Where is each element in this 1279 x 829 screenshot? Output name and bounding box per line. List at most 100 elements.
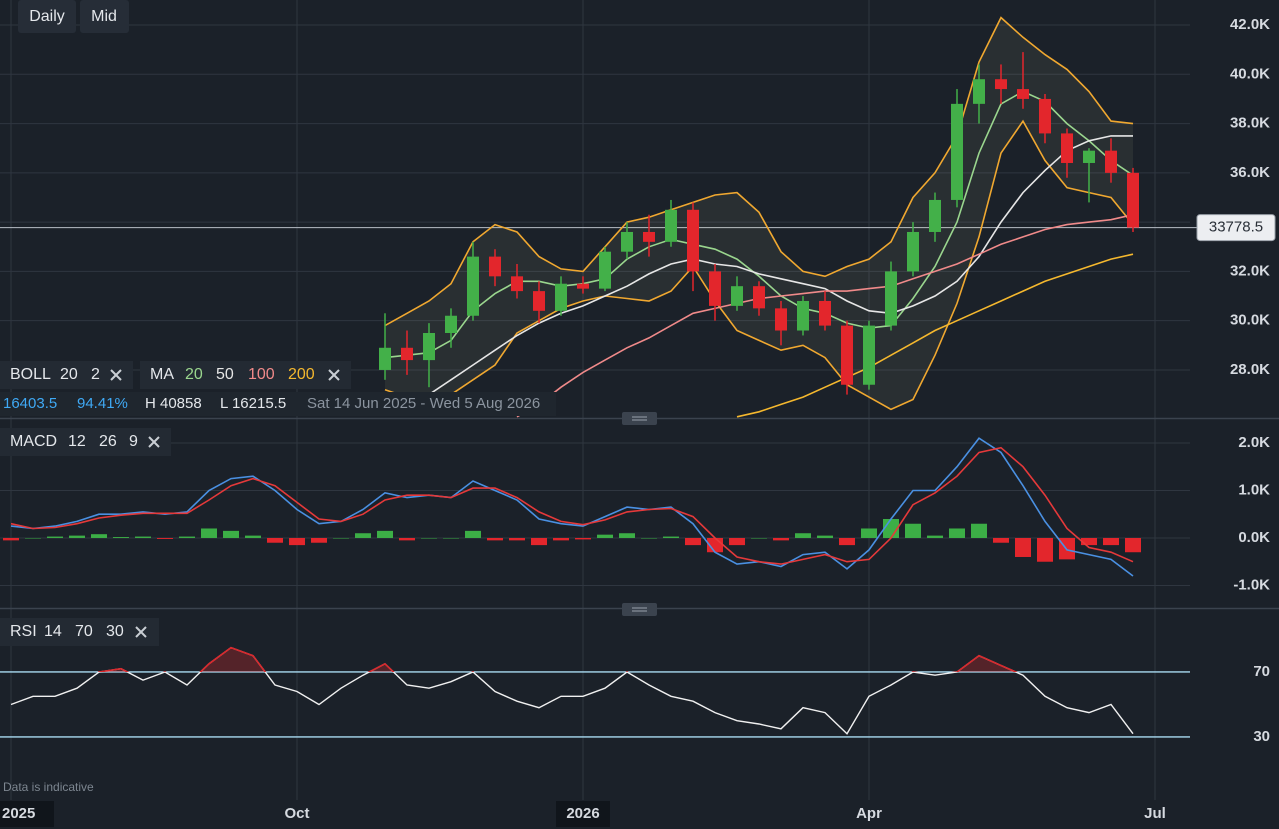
histogram-bar [553,537,569,541]
candle-body [687,209,699,272]
histogram-bar [729,537,745,546]
boll-name: BOLL [10,366,51,383]
candle-body [951,103,963,200]
histogram-bar [773,537,789,541]
histogram-bar [531,537,547,546]
histogram-bar [113,537,129,538]
ma-param: 50 [216,366,234,383]
axis-layer: 2025Oct2026AprJul28.0K30.0K32.0K34.0K36.… [0,16,1276,827]
ma-params: 20 50 100 200 [185,366,315,383]
x-tick-label: Apr [856,805,882,822]
histogram-bar [443,537,459,539]
candle-body [797,300,809,331]
status-high: H 40858 [145,395,202,412]
remove-icon[interactable] [110,369,122,381]
histogram-bar [47,536,63,538]
histogram-bar [509,537,525,541]
histogram-bar [377,530,393,538]
x-label-bg [556,801,610,827]
macd-param: 26 [99,433,117,450]
histogram-bar [575,537,591,540]
candle-body [445,315,457,333]
histogram-bar [839,537,855,546]
rsi-overbought-area [11,647,1133,672]
histogram-bar [399,537,415,541]
status-box [0,392,556,416]
histogram-bar [663,536,679,538]
candle-body [841,325,853,385]
macd-name: MACD [10,433,57,450]
disclaimer: Data is indicative [3,780,94,794]
candle-body [1083,150,1095,163]
histogram-bar [1081,537,1097,546]
histogram-bar [795,533,811,538]
y-tick-label: 70 [1253,663,1270,680]
histogram-bar [201,528,217,538]
x-tick-label: Oct [284,805,309,822]
x-label-bg [0,801,54,827]
ma-param: 100 [248,366,275,383]
histogram-bar [817,535,833,538]
boll-param: 2 [91,366,100,383]
candle-body [577,283,589,289]
candle-body [863,325,875,385]
ma-param: 20 [185,366,203,383]
histogram-bar [597,534,613,538]
histogram-bar [1125,537,1141,553]
rsi-name: RSI [10,623,37,640]
y-tick-label: 42.0K [1230,16,1270,33]
y-tick-label: 0.0K [1238,529,1270,546]
status-percent: 94.41% [77,395,128,412]
candle-body [775,308,787,331]
candle-body [819,300,831,326]
resize-handle[interactable] [622,603,657,616]
macd-pane [3,437,1141,577]
histogram-bar [157,537,173,539]
macd-param: 12 [68,433,86,450]
histogram-bar [971,523,987,538]
histogram-bar [267,537,283,543]
candle-body [401,347,413,361]
histogram-bar [685,537,701,546]
histogram-bar [289,537,305,546]
ma-name: MA [150,366,174,383]
interval-button[interactable] [18,0,76,33]
candle-body [731,286,743,306]
histogram-bar [355,533,371,538]
candle-body [599,251,611,289]
price-pane [379,16,1139,418]
remove-icon[interactable] [148,436,160,448]
candle-body [555,283,567,311]
resize-handle[interactable] [622,412,657,425]
candle-body [379,347,391,370]
histogram-bar [25,537,41,539]
histogram-bar [1015,537,1031,557]
histogram-bar [1103,537,1119,546]
histogram-bar [905,523,921,538]
candle-body [643,231,655,242]
rsi-param: 30 [106,623,124,640]
histogram-bar [619,533,635,538]
histogram-bar [223,530,239,538]
remove-icon[interactable] [135,626,147,638]
status-value: 16403.5 [3,395,57,412]
histogram-bar [1037,537,1053,562]
candle-body [1039,98,1051,134]
histogram-bar [69,535,85,538]
y-tick-label: 38.0K [1230,115,1270,132]
histogram-bar [91,534,107,538]
status-low: L 16215.5 [220,395,286,412]
rsi-line [10,646,1134,735]
price-type-button[interactable] [80,0,129,33]
ma-param: 200 [288,366,315,383]
x-tick-label: 2025 [2,805,35,822]
remove-icon[interactable] [328,369,340,381]
boll-param: 20 [60,366,78,383]
y-tick-label: 28.0K [1230,361,1270,378]
indicator-line [406,135,1133,406]
candle-body [1017,89,1029,99]
indicator-line [384,119,1134,411]
histogram-bar [861,528,877,538]
indicator-line [384,16,1134,327]
